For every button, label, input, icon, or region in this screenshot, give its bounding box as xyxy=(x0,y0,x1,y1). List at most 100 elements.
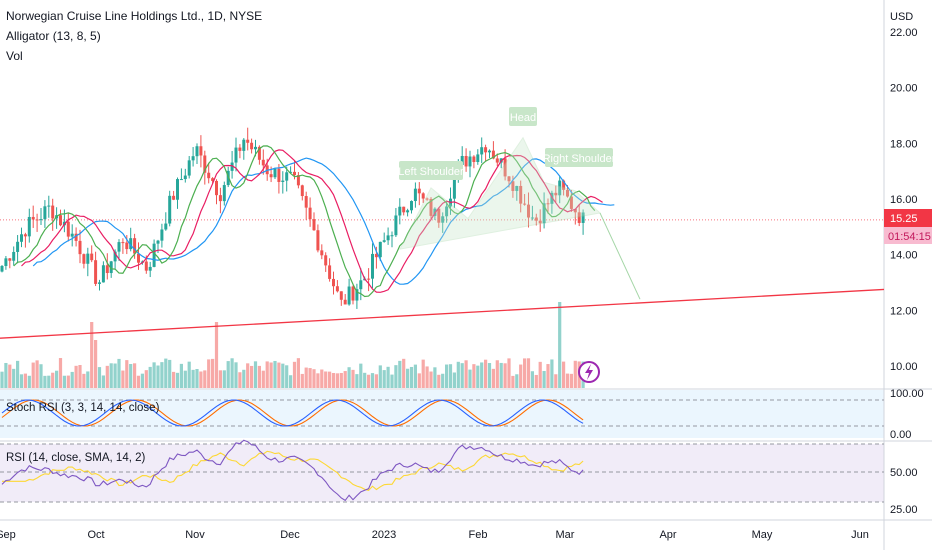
alligator-indicator-label[interactable]: Alligator (13, 8, 5) xyxy=(6,29,101,43)
volume-bar xyxy=(242,369,246,388)
volume-bar xyxy=(117,358,121,388)
volume-bar xyxy=(499,362,503,388)
right-shoulder-label: Right Shoulder xyxy=(543,153,616,165)
candle xyxy=(577,212,581,223)
candle xyxy=(101,265,105,283)
volume-bar xyxy=(355,374,359,388)
alligator-jaw-line xyxy=(32,157,615,285)
candle xyxy=(183,175,187,180)
right-shoulder-box[interactable] xyxy=(545,148,613,167)
candle xyxy=(335,286,339,292)
volume-bar xyxy=(281,363,285,388)
volume-bar xyxy=(144,370,148,388)
volume-bar xyxy=(253,361,258,388)
volume-bar xyxy=(480,362,484,388)
candle xyxy=(378,241,382,258)
volume-bar xyxy=(129,364,133,388)
candle xyxy=(164,223,168,230)
volume-bar xyxy=(573,360,577,388)
volume-bar xyxy=(562,361,566,388)
candle xyxy=(527,204,530,218)
volume-bar xyxy=(476,365,480,388)
candle xyxy=(16,241,20,252)
time-tick: Feb xyxy=(469,529,488,541)
candle xyxy=(222,185,226,202)
candle xyxy=(4,258,8,266)
stoch-tick-100: 100.00 xyxy=(890,388,924,400)
candle xyxy=(445,206,449,217)
candle xyxy=(27,216,31,237)
candle xyxy=(441,216,445,223)
volume-bar xyxy=(222,370,226,388)
price-tick: 12.00 xyxy=(890,305,918,317)
candle xyxy=(488,150,491,153)
volume-bar xyxy=(156,365,160,388)
volume-bar xyxy=(250,365,254,388)
candle xyxy=(460,155,464,165)
volume-bar xyxy=(359,363,363,388)
candle xyxy=(382,240,386,242)
volume-bar xyxy=(507,358,511,388)
candle xyxy=(8,258,12,261)
candle xyxy=(293,171,296,176)
volume-bar xyxy=(468,369,472,388)
rsi-band xyxy=(0,444,884,502)
volume-bar xyxy=(429,371,433,388)
volume-bar xyxy=(484,359,488,388)
time-tick: Jun xyxy=(851,529,869,541)
volume-bar xyxy=(183,370,187,388)
candle xyxy=(215,180,218,196)
candle xyxy=(355,289,359,301)
candle xyxy=(148,266,152,271)
volume-bar xyxy=(78,365,82,388)
rsi-tick-50: 50.00 xyxy=(890,467,918,479)
volume-bar xyxy=(211,358,215,388)
volume-bar xyxy=(378,365,382,388)
volume-bar xyxy=(265,361,269,388)
volume-bar xyxy=(487,363,492,388)
stoch-rsi-label[interactable]: Stoch RSI (3, 3, 14, 14, close) xyxy=(6,402,160,414)
volume-bar xyxy=(203,370,207,388)
volume-bar xyxy=(565,373,570,388)
candle xyxy=(137,253,140,263)
volume-bar xyxy=(168,359,172,388)
price-tick: 16.00 xyxy=(890,194,918,206)
volume-bar xyxy=(261,370,265,388)
head-box[interactable] xyxy=(509,107,537,126)
volume-bar xyxy=(370,373,375,388)
volume-bar xyxy=(179,363,183,388)
volume-bar xyxy=(300,373,304,388)
volume-bar xyxy=(160,362,164,388)
candle xyxy=(277,168,281,182)
candle xyxy=(191,156,195,161)
price-tick: 20.00 xyxy=(890,83,918,95)
time-tick: Mar xyxy=(556,529,575,541)
volume-bar xyxy=(331,373,336,388)
candle xyxy=(195,146,199,157)
current-price: 15.25 xyxy=(890,213,918,225)
candle xyxy=(234,147,238,163)
countdown-timer: 01:54:15 xyxy=(888,231,931,243)
candle xyxy=(86,253,90,264)
candle xyxy=(203,155,207,173)
volume-bar xyxy=(386,366,390,388)
candle xyxy=(374,253,378,258)
volume-bar xyxy=(304,367,308,388)
candle xyxy=(402,206,406,213)
vol-indicator-label[interactable]: Vol xyxy=(6,49,23,63)
candle xyxy=(507,176,511,182)
volume-bar xyxy=(292,361,297,388)
candle xyxy=(144,261,148,271)
volume-bar xyxy=(66,375,70,388)
rsi-ma-line xyxy=(2,450,584,492)
candle xyxy=(285,172,289,181)
volume-bar xyxy=(296,358,300,388)
candle xyxy=(296,175,300,186)
volume-bar xyxy=(246,363,250,388)
candle xyxy=(90,253,94,261)
candle xyxy=(515,185,519,191)
left-shoulder-box[interactable] xyxy=(399,161,463,180)
rsi-label[interactable]: RSI (14, close, SMA, 14, 2) xyxy=(6,452,146,464)
candle xyxy=(320,250,324,256)
candle xyxy=(398,206,402,216)
